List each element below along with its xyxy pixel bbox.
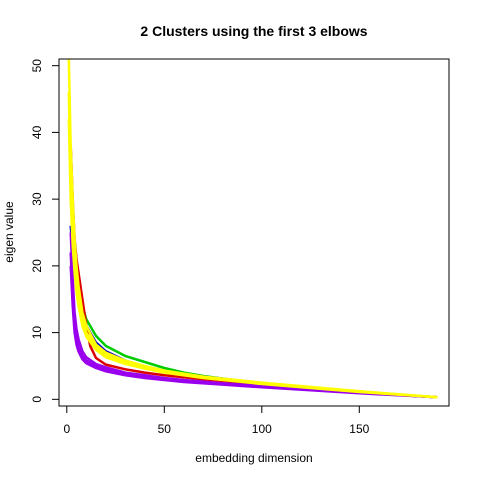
series-layer (67, 59, 438, 399)
y-tick-label-2: 20 (30, 259, 44, 273)
x-tick-label-2: 100 (252, 422, 272, 436)
y-tick-label-3: 30 (30, 192, 44, 206)
y-axis: 0 10 20 30 40 50 (30, 59, 60, 403)
series-line-4 (69, 232, 438, 399)
series-line-0 (69, 199, 438, 399)
y-tick-label-4: 40 (30, 125, 44, 139)
chart-title: 2 Clusters using the first 3 elbows (140, 23, 367, 39)
series-line-5 (69, 265, 438, 399)
series-line-7 (67, 92, 438, 399)
x-axis-label: embedding dimension (195, 451, 312, 465)
series-line-6 (67, 59, 438, 399)
x-tick-label-0: 0 (63, 422, 70, 436)
y-tick-label-0: 0 (30, 396, 44, 403)
plot-frame (58, 58, 450, 407)
x-tick-label-1: 50 (158, 422, 172, 436)
y-tick-label-5: 50 (30, 59, 44, 73)
x-axis: 0 50 100 150 (63, 405, 370, 436)
series-line-8 (67, 119, 438, 399)
y-axis-label: eigen value (2, 201, 16, 263)
y-tick-label-1: 10 (30, 326, 44, 340)
x-tick-label-3: 150 (349, 422, 369, 436)
